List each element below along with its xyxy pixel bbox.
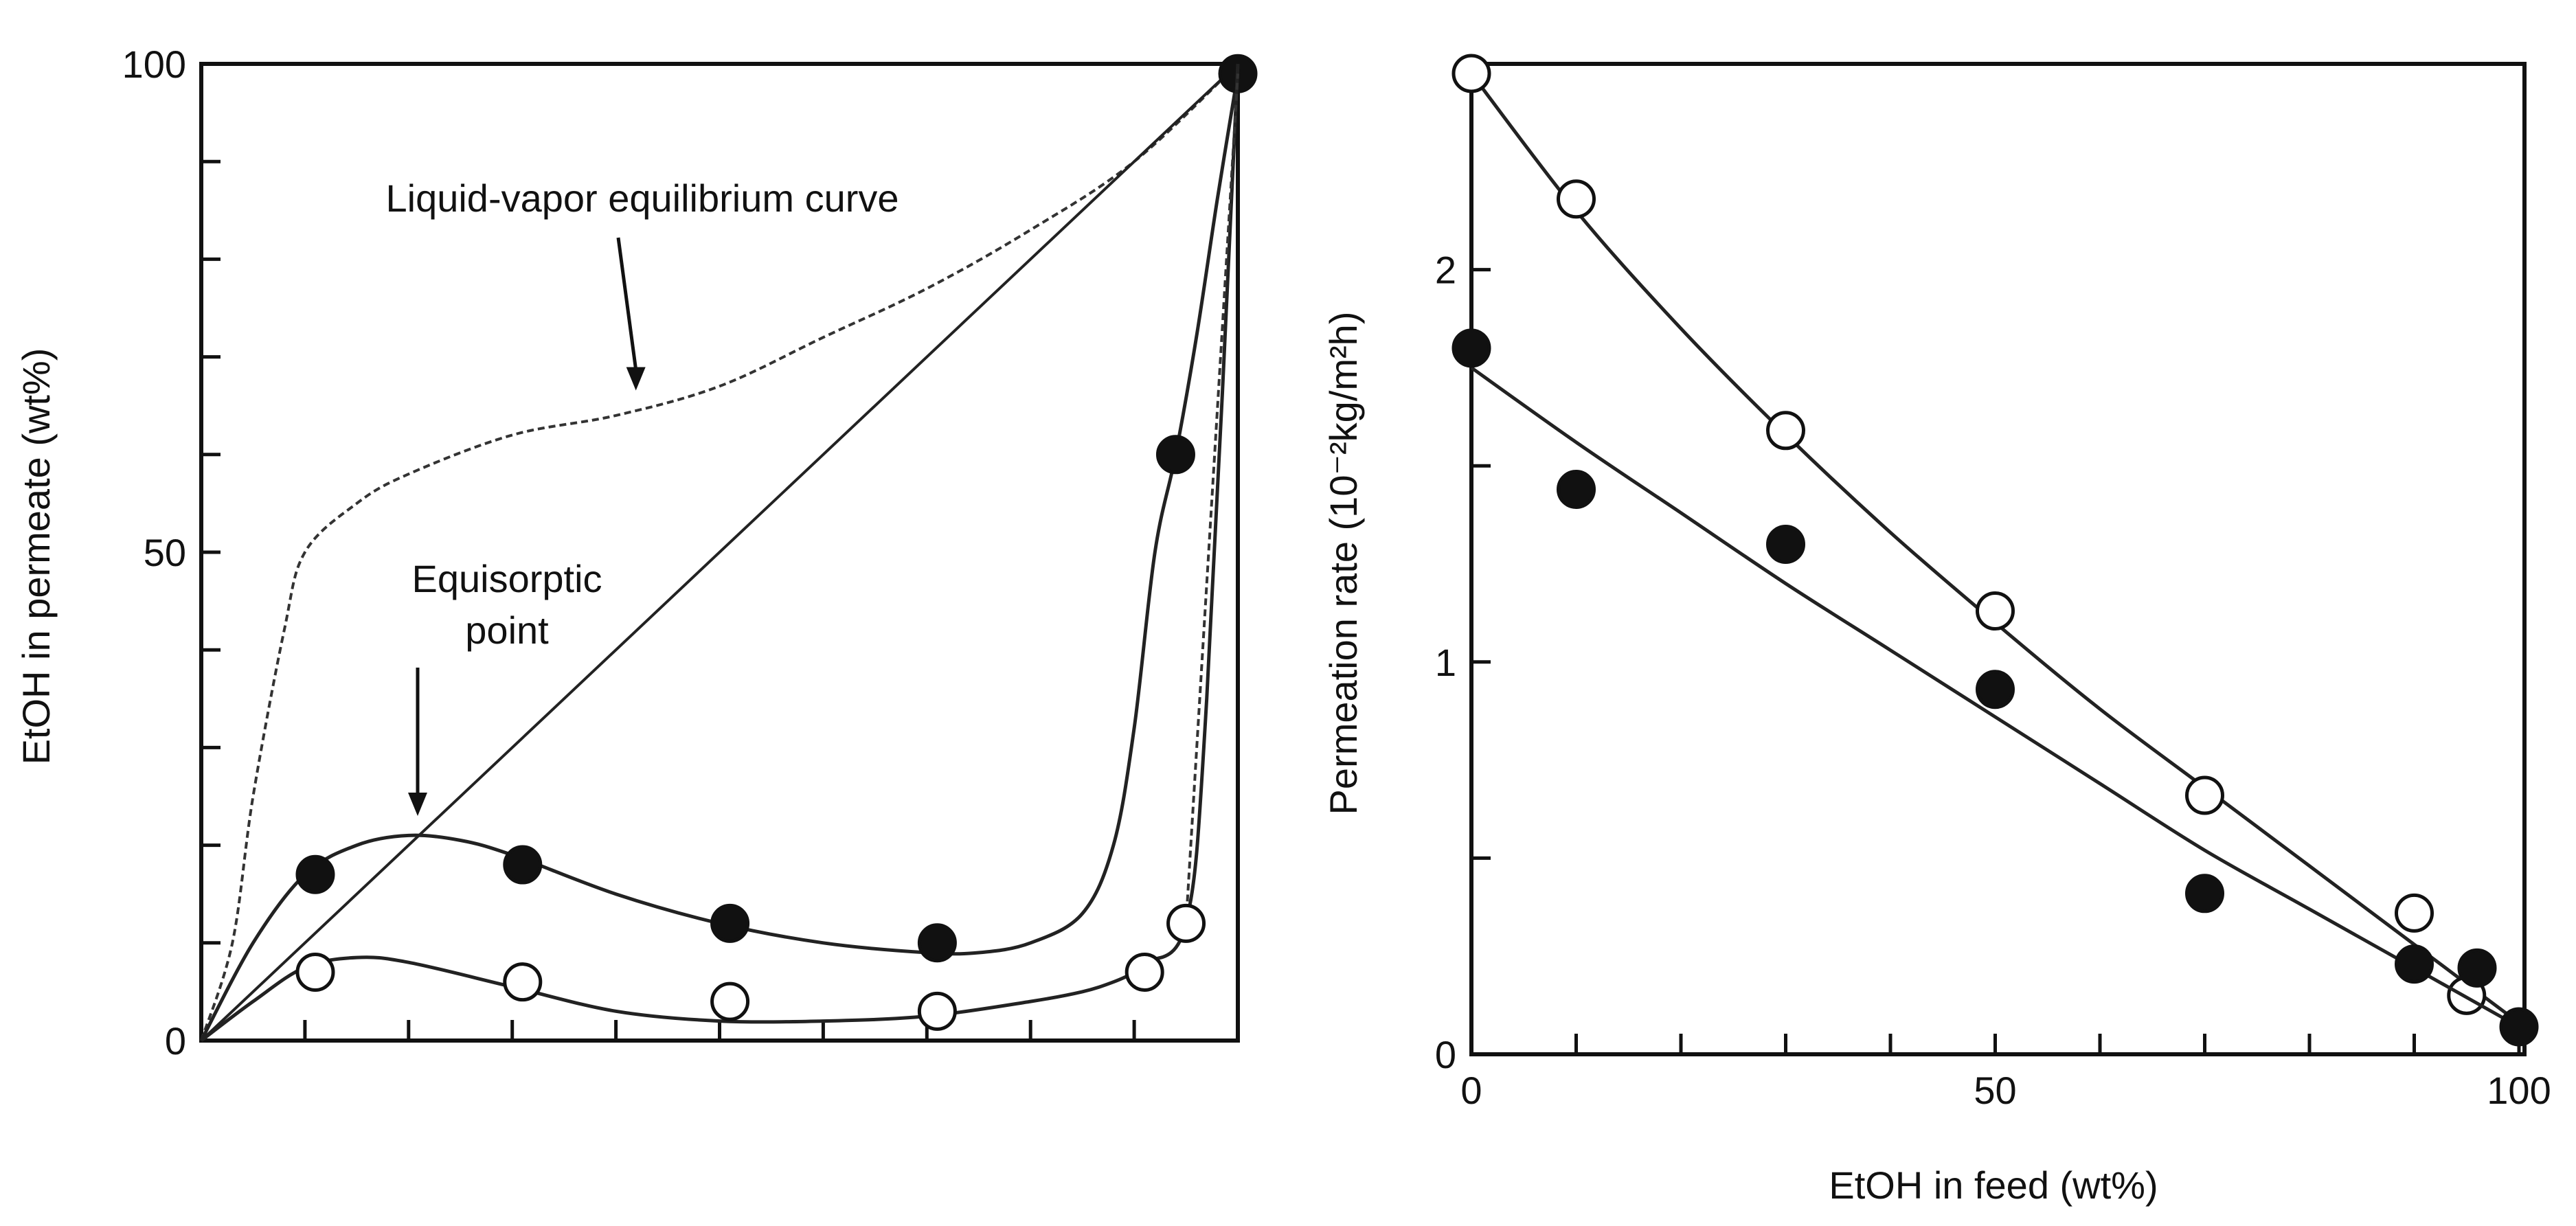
left-point-filled [503, 845, 543, 885]
right-point-filled [2395, 944, 2434, 984]
annotation-equisorptic-label-2: point [465, 609, 549, 652]
equilibrium-curve [200, 63, 1239, 1041]
right-point-filled [2457, 948, 2497, 988]
annotation-equisorptic-label-1: Equisorptic [411, 557, 602, 600]
right-x-axis-title: EtOH in feed (wt%) [1829, 1163, 2158, 1207]
right-point-open [2395, 893, 2434, 933]
right-y-axis-title: Permeation rate (10⁻²kg/m²h) [1322, 312, 1365, 815]
left-point-open [917, 991, 957, 1031]
right-y-tick-label: 0 [1435, 1033, 1456, 1076]
right-point-filled [1766, 524, 1805, 564]
right-x-tick-label: 50 [1974, 1069, 2016, 1112]
left-y-tick-label: 50 [144, 531, 186, 574]
right-point-open [1766, 411, 1805, 451]
right-point-open [1451, 54, 1491, 93]
left-open-dotted-segment [1184, 73, 1239, 924]
right-fit-curve-filled [1470, 366, 2520, 1029]
right-y-tick-label: 1 [1435, 641, 1456, 684]
right-point-open [2185, 775, 2224, 815]
annotation-equisorptic-arrow-head [408, 793, 427, 816]
left-y-tick-label: 100 [122, 43, 186, 86]
annotation-equilibrium-arrow-shaft [616, 237, 638, 370]
right-fit-curve-open [1470, 72, 2520, 1025]
right-point-filled [2499, 1007, 2539, 1047]
right-y-tick-label: 2 [1435, 249, 1456, 292]
permeate-composition-chart: EtOH in permeate (wt%) 0 50 100 Liquid-vapo… [14, 43, 1258, 1063]
right-point-filled [1976, 670, 2015, 710]
right-x-tick-label: 100 [2487, 1069, 2551, 1112]
annotation-equilibrium-label: Liquid-vapor equilibrium curve [385, 177, 899, 220]
right-point-open [1557, 179, 1596, 219]
right-point-filled [1451, 328, 1491, 368]
right-point-filled [1557, 469, 1596, 509]
left-point-filled [295, 854, 335, 894]
diagonal-line [200, 63, 1239, 1042]
left-point-filled [1155, 435, 1195, 475]
permeation-rate-chart: Permeation rate (10⁻²kg/m²h) EtOH in fee… [1322, 54, 2551, 1207]
left-point-filled [917, 923, 957, 963]
annotation-equilibrium-arrow-head [626, 367, 646, 391]
left-point-open [710, 981, 750, 1021]
left-y-tick-label: 0 [165, 1019, 186, 1063]
right-point-open [1976, 591, 2015, 631]
left-point-filled [710, 903, 750, 943]
right-point-filled [2185, 874, 2224, 913]
right-x-tick-label: 0 [1460, 1069, 1482, 1112]
left-point-open [503, 962, 543, 1002]
left-point-open [1125, 952, 1164, 992]
left-point-open [1166, 903, 1206, 943]
right-plot-frame [1469, 62, 2527, 1056]
left-y-axis-title: EtOH in permeate (wt%) [14, 348, 58, 765]
left-point-open [295, 952, 335, 992]
